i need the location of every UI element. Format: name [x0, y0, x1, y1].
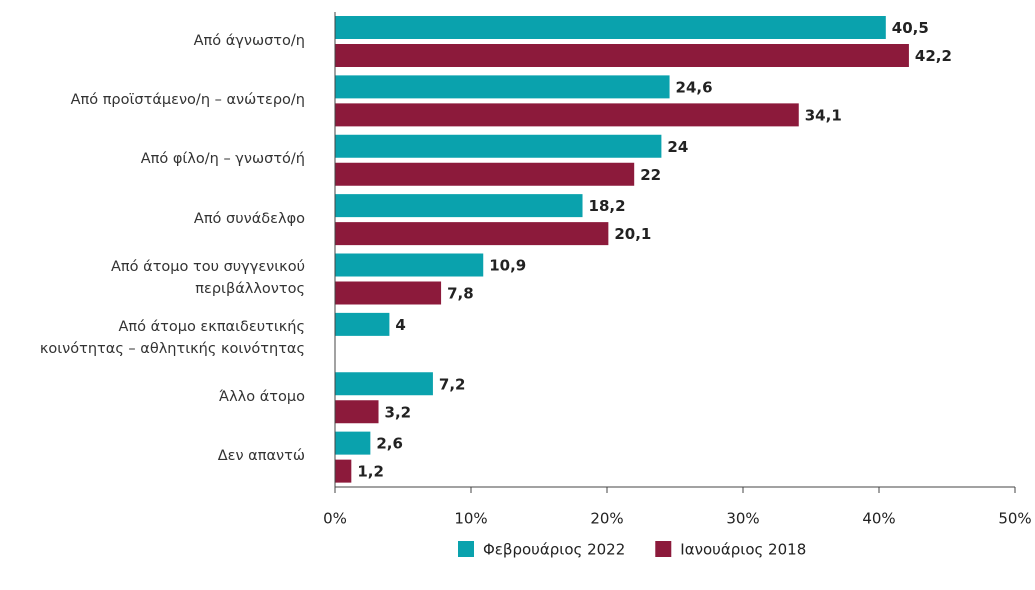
data-label: 20,1: [614, 225, 651, 243]
category-label: Από συνάδελφο: [193, 210, 305, 227]
category-label: Από άτομο εκπαιδευτικής κοινότητας – αθλ…: [39, 318, 305, 357]
bar: [335, 162, 635, 186]
x-tick-label: 50%: [998, 510, 1031, 528]
legend-label: Φεβρουάριος 2022: [483, 541, 625, 559]
bar: [335, 312, 390, 336]
data-label: 42,2: [915, 47, 952, 65]
bar: [335, 431, 371, 455]
bar: [335, 103, 799, 127]
bar: [335, 400, 379, 424]
x-tick-label: 0%: [323, 510, 347, 528]
category-label: Από προϊστάμενο/η – ανώτερο/η: [70, 92, 305, 109]
bar: [335, 459, 352, 483]
data-label: 4: [395, 316, 405, 334]
bar: [335, 75, 670, 99]
category-label: Άλλο άτομο: [219, 388, 305, 405]
data-label: 7,2: [439, 375, 466, 393]
category-label: Δεν απαντώ: [217, 448, 305, 465]
data-label: 34,1: [805, 106, 842, 124]
data-label: 7,8: [447, 285, 474, 303]
data-label: 24,6: [676, 78, 713, 96]
data-label: 10,9: [489, 257, 526, 275]
category-label: Από άγνωστο/η: [193, 32, 305, 49]
category-label: Από άτομο του συγγενικού περιβάλλοντος: [111, 259, 305, 298]
data-label: 3,2: [385, 403, 412, 421]
data-label: 1,2: [357, 463, 384, 481]
bar: [335, 16, 886, 39]
data-label: 22: [640, 166, 661, 184]
bar: [335, 372, 433, 396]
x-tick-label: 20%: [590, 510, 623, 528]
bar: [335, 134, 662, 158]
data-label: 24: [667, 138, 688, 156]
data-label: 2,6: [376, 435, 403, 453]
legend-swatch: [458, 541, 474, 557]
bar: [335, 194, 583, 218]
bar: [335, 222, 609, 246]
data-label: 40,5: [892, 19, 929, 37]
data-label: 18,2: [589, 197, 626, 215]
x-tick-label: 10%: [454, 510, 487, 528]
x-tick-label: 40%: [862, 510, 895, 528]
legend-label: Ιανουάριος 2018: [680, 541, 806, 559]
bar: [335, 44, 909, 67]
legend-swatch: [655, 541, 672, 557]
bar: [335, 281, 442, 305]
bar: [335, 253, 484, 277]
x-tick-label: 30%: [726, 510, 759, 528]
category-label: Από φίλο/η – γνωστό/ή: [140, 151, 305, 168]
